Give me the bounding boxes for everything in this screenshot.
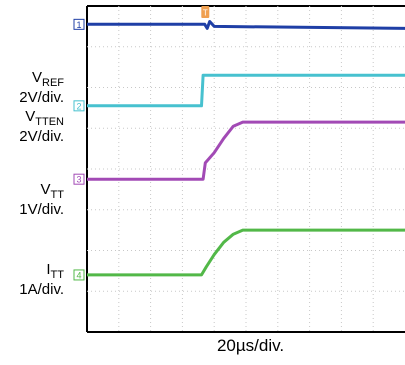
- traces: [87, 20, 405, 277]
- channel-marker-1: [73, 18, 85, 30]
- scale-vtt: 1V/div.: [19, 201, 64, 218]
- trace-itt: [87, 228, 405, 277]
- scale-vtten: 2V/div.: [19, 128, 64, 145]
- trace-vtt: [87, 120, 405, 181]
- label-vtten: VTTEN: [25, 108, 64, 128]
- channel-marker-2: [73, 100, 85, 112]
- trigger-marker: [201, 6, 210, 18]
- channel-markers: T 1 2 3 4: [73, 6, 210, 281]
- trace-vtten: [87, 73, 405, 108]
- label-vtt: VTT: [41, 181, 65, 201]
- graticule: [86, 5, 405, 333]
- channel-marker-4: [73, 269, 85, 281]
- scale-itt: 1A/div.: [19, 281, 64, 298]
- label-itt: ITT: [46, 261, 64, 281]
- channel-labels: VREF2V/div.VTTEN2V/div.VTT1V/div.ITT1A/d…: [19, 69, 64, 298]
- channel-marker-3: [73, 173, 85, 185]
- channel-number-4: 4: [76, 270, 81, 280]
- channel-number-1: 1: [76, 20, 81, 30]
- scale-vref: 2V/div.: [19, 89, 64, 106]
- channel-number-3: 3: [76, 175, 81, 185]
- trigger-marker-text: T: [203, 9, 208, 18]
- timebase-label: 20µs/div.: [216, 336, 285, 355]
- channel-number-2: 2: [76, 101, 81, 111]
- trace-vref: [87, 20, 405, 30]
- label-vref: VREF: [32, 69, 64, 89]
